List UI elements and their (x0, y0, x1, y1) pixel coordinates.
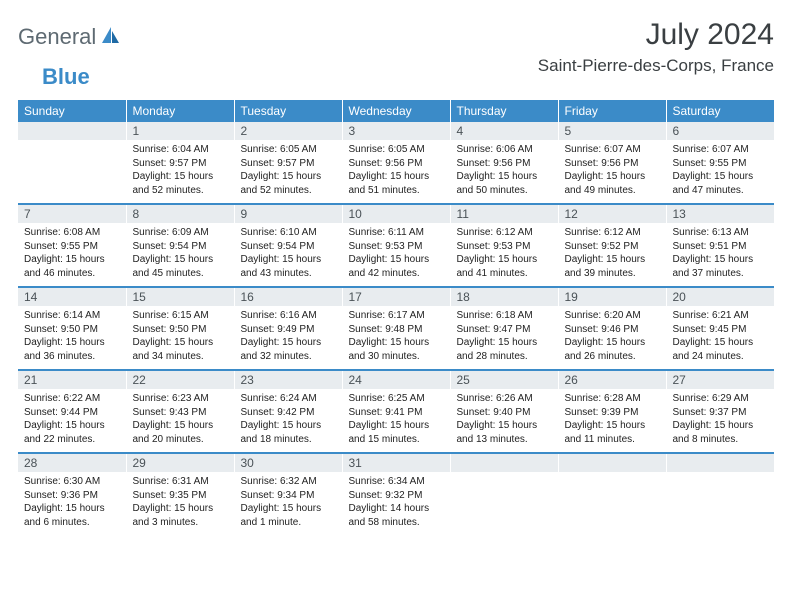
day-content-cell: Sunrise: 6:11 AMSunset: 9:53 PMDaylight:… (342, 223, 450, 287)
day-number-cell: 16 (234, 287, 342, 306)
day-content-cell: Sunrise: 6:16 AMSunset: 9:49 PMDaylight:… (234, 306, 342, 370)
day-number-row: 28293031 (18, 453, 774, 472)
day-number-cell: 14 (18, 287, 126, 306)
day-number-cell: 30 (234, 453, 342, 472)
day-number-cell: 15 (126, 287, 234, 306)
day-content-cell: Sunrise: 6:13 AMSunset: 9:51 PMDaylight:… (666, 223, 774, 287)
day-content-cell: Sunrise: 6:08 AMSunset: 9:55 PMDaylight:… (18, 223, 126, 287)
calendar-table: SundayMondayTuesdayWednesdayThursdayFrid… (18, 100, 774, 535)
day-number-cell: 18 (450, 287, 558, 306)
weekday-header-row: SundayMondayTuesdayWednesdayThursdayFrid… (18, 100, 774, 122)
weekday-header: Tuesday (234, 100, 342, 122)
day-content-cell: Sunrise: 6:32 AMSunset: 9:34 PMDaylight:… (234, 472, 342, 535)
day-number-cell (666, 453, 774, 472)
day-number-cell: 7 (18, 204, 126, 223)
day-content-cell: Sunrise: 6:25 AMSunset: 9:41 PMDaylight:… (342, 389, 450, 453)
day-content-cell: Sunrise: 6:18 AMSunset: 9:47 PMDaylight:… (450, 306, 558, 370)
day-content-cell: Sunrise: 6:23 AMSunset: 9:43 PMDaylight:… (126, 389, 234, 453)
day-number-cell: 25 (450, 370, 558, 389)
day-number-cell: 31 (342, 453, 450, 472)
day-content-cell: Sunrise: 6:12 AMSunset: 9:53 PMDaylight:… (450, 223, 558, 287)
day-content-cell: Sunrise: 6:29 AMSunset: 9:37 PMDaylight:… (666, 389, 774, 453)
day-content-cell: Sunrise: 6:10 AMSunset: 9:54 PMDaylight:… (234, 223, 342, 287)
day-content-cell: Sunrise: 6:07 AMSunset: 9:55 PMDaylight:… (666, 140, 774, 204)
day-content-cell: Sunrise: 6:17 AMSunset: 9:48 PMDaylight:… (342, 306, 450, 370)
day-content-row: Sunrise: 6:22 AMSunset: 9:44 PMDaylight:… (18, 389, 774, 453)
day-number-cell: 10 (342, 204, 450, 223)
brand-sail-icon (100, 25, 122, 50)
day-number-cell: 2 (234, 122, 342, 140)
day-number-cell: 13 (666, 204, 774, 223)
day-content-cell: Sunrise: 6:24 AMSunset: 9:42 PMDaylight:… (234, 389, 342, 453)
day-number-row: 14151617181920 (18, 287, 774, 306)
day-number-cell: 8 (126, 204, 234, 223)
brand-part2: Blue (18, 64, 90, 90)
day-content-cell: Sunrise: 6:04 AMSunset: 9:57 PMDaylight:… (126, 140, 234, 204)
day-content-cell: Sunrise: 6:28 AMSunset: 9:39 PMDaylight:… (558, 389, 666, 453)
day-content-cell: Sunrise: 6:07 AMSunset: 9:56 PMDaylight:… (558, 140, 666, 204)
day-content-cell: Sunrise: 6:26 AMSunset: 9:40 PMDaylight:… (450, 389, 558, 453)
day-number-cell: 1 (126, 122, 234, 140)
day-content-cell: Sunrise: 6:31 AMSunset: 9:35 PMDaylight:… (126, 472, 234, 535)
day-content-cell (18, 140, 126, 204)
day-content-row: Sunrise: 6:08 AMSunset: 9:55 PMDaylight:… (18, 223, 774, 287)
day-number-cell: 3 (342, 122, 450, 140)
day-number-cell (450, 453, 558, 472)
day-number-cell: 5 (558, 122, 666, 140)
day-content-cell: Sunrise: 6:09 AMSunset: 9:54 PMDaylight:… (126, 223, 234, 287)
day-number-cell: 28 (18, 453, 126, 472)
day-number-row: 21222324252627 (18, 370, 774, 389)
title-block: July 2024 Saint-Pierre-des-Corps, France (538, 18, 774, 76)
day-number-cell (18, 122, 126, 140)
day-content-row: Sunrise: 6:30 AMSunset: 9:36 PMDaylight:… (18, 472, 774, 535)
day-number-cell: 12 (558, 204, 666, 223)
day-content-cell: Sunrise: 6:15 AMSunset: 9:50 PMDaylight:… (126, 306, 234, 370)
day-content-cell: Sunrise: 6:22 AMSunset: 9:44 PMDaylight:… (18, 389, 126, 453)
day-number-cell: 22 (126, 370, 234, 389)
day-number-cell: 6 (666, 122, 774, 140)
weekday-header: Sunday (18, 100, 126, 122)
day-content-cell: Sunrise: 6:06 AMSunset: 9:56 PMDaylight:… (450, 140, 558, 204)
day-content-cell: Sunrise: 6:12 AMSunset: 9:52 PMDaylight:… (558, 223, 666, 287)
day-number-cell: 4 (450, 122, 558, 140)
day-content-cell: Sunrise: 6:30 AMSunset: 9:36 PMDaylight:… (18, 472, 126, 535)
day-number-cell: 9 (234, 204, 342, 223)
day-number-cell (558, 453, 666, 472)
day-number-cell: 26 (558, 370, 666, 389)
day-number-cell: 27 (666, 370, 774, 389)
day-number-cell: 23 (234, 370, 342, 389)
day-number-row: 78910111213 (18, 204, 774, 223)
weekday-header: Wednesday (342, 100, 450, 122)
day-content-row: Sunrise: 6:04 AMSunset: 9:57 PMDaylight:… (18, 140, 774, 204)
day-content-row: Sunrise: 6:14 AMSunset: 9:50 PMDaylight:… (18, 306, 774, 370)
calendar-page: General July 2024 Saint-Pierre-des-Corps… (0, 0, 792, 535)
day-content-cell: Sunrise: 6:05 AMSunset: 9:56 PMDaylight:… (342, 140, 450, 204)
day-number-row: 123456 (18, 122, 774, 140)
day-content-cell (558, 472, 666, 535)
day-number-cell: 29 (126, 453, 234, 472)
weekday-header: Monday (126, 100, 234, 122)
day-content-cell (450, 472, 558, 535)
day-content-cell: Sunrise: 6:21 AMSunset: 9:45 PMDaylight:… (666, 306, 774, 370)
day-number-cell: 20 (666, 287, 774, 306)
day-number-cell: 17 (342, 287, 450, 306)
month-title: July 2024 (538, 18, 774, 52)
location-label: Saint-Pierre-des-Corps, France (538, 56, 774, 76)
day-content-cell: Sunrise: 6:34 AMSunset: 9:32 PMDaylight:… (342, 472, 450, 535)
day-content-cell: Sunrise: 6:05 AMSunset: 9:57 PMDaylight:… (234, 140, 342, 204)
weekday-header: Friday (558, 100, 666, 122)
weekday-header: Thursday (450, 100, 558, 122)
day-number-cell: 19 (558, 287, 666, 306)
day-number-cell: 11 (450, 204, 558, 223)
day-content-cell (666, 472, 774, 535)
day-content-cell: Sunrise: 6:14 AMSunset: 9:50 PMDaylight:… (18, 306, 126, 370)
day-number-cell: 21 (18, 370, 126, 389)
day-content-cell: Sunrise: 6:20 AMSunset: 9:46 PMDaylight:… (558, 306, 666, 370)
brand-part1: General (18, 24, 96, 50)
brand-logo: General (18, 18, 124, 50)
weekday-header: Saturday (666, 100, 774, 122)
day-number-cell: 24 (342, 370, 450, 389)
